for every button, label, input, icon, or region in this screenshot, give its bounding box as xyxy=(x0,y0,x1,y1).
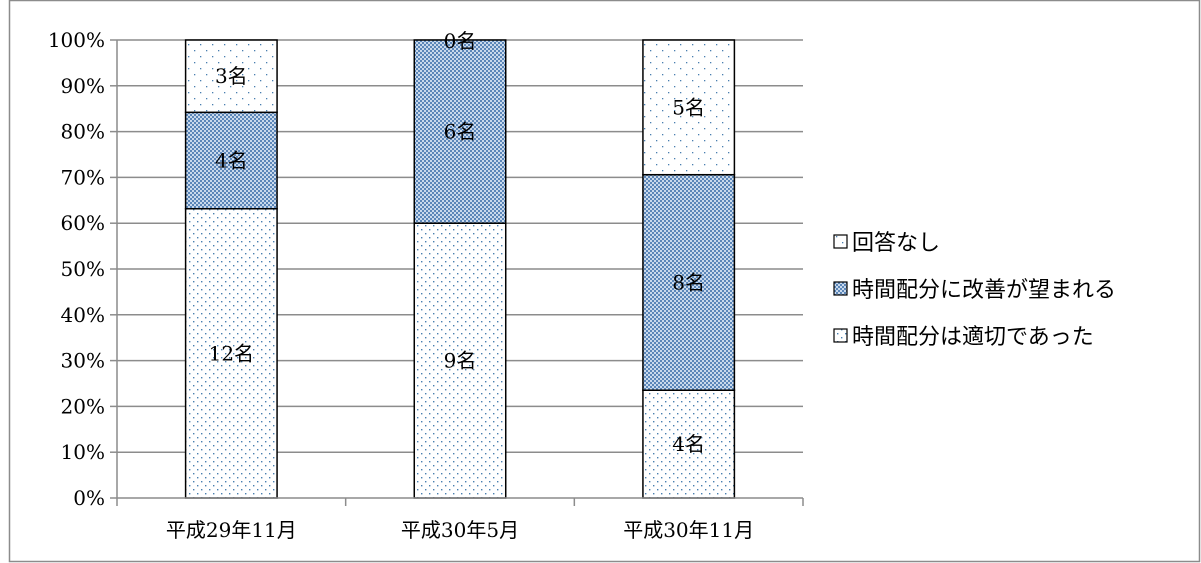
data-label: 4名 xyxy=(215,149,248,173)
data-label: 8名 xyxy=(672,270,705,294)
y-tick-label: 30% xyxy=(61,349,105,373)
legend-label: 回答なし xyxy=(852,231,940,256)
bar-segment xyxy=(413,39,507,224)
x-category-label: 平成30年5月 xyxy=(401,518,519,542)
bar-segment xyxy=(642,173,736,391)
y-tick-label: 40% xyxy=(61,303,105,327)
chart-border xyxy=(8,0,1201,563)
data-label: 3名 xyxy=(215,64,248,88)
legend-swatch xyxy=(833,281,848,296)
bars-layer xyxy=(184,39,736,499)
data-label: 12名 xyxy=(209,341,254,365)
axis-layer: 0% 10% 20% 30% 40% 50% 60% 70% 80% 90% 100% 平成29年11… xyxy=(48,28,804,542)
bar-segment xyxy=(642,39,736,176)
y-tick-label: 80% xyxy=(61,120,105,144)
legend-swatch xyxy=(833,328,848,343)
bar-segment xyxy=(184,207,278,499)
data-label: 0名 xyxy=(444,29,477,53)
y-tick-label: 90% xyxy=(61,74,105,98)
labels-layer: 12名 4名 3名 9名 6名 0名 4名 8名 5名 xyxy=(209,29,705,456)
x-category-label: 平成30年11月 xyxy=(623,518,754,542)
data-label: 6名 xyxy=(444,120,477,144)
bar-segment xyxy=(642,389,736,499)
data-label: 4名 xyxy=(672,432,705,456)
x-category-label: 平成29年11月 xyxy=(166,518,297,542)
y-tick-label: 70% xyxy=(61,165,105,189)
y-tick-label: 60% xyxy=(61,211,105,235)
legend-swatch xyxy=(833,234,848,249)
legend-label: 時間配分に改善が望まれる xyxy=(852,278,1116,303)
data-label: 9名 xyxy=(444,349,477,373)
y-tick-label: 100% xyxy=(48,28,105,52)
bar-segment xyxy=(184,39,278,114)
y-tick-label: 0% xyxy=(73,486,105,510)
bar-segment xyxy=(184,111,278,210)
y-tick-label: 10% xyxy=(61,440,105,464)
y-tick-label: 50% xyxy=(61,257,105,281)
y-tick-label: 20% xyxy=(61,394,105,418)
data-label: 5名 xyxy=(672,95,705,119)
bar-segment xyxy=(413,222,507,499)
legend-label: 時間配分は適切であった xyxy=(852,325,1094,350)
